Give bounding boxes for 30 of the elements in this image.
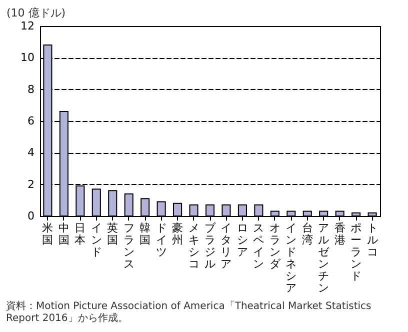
y-axis-title: (10 億ドル)	[6, 6, 66, 20]
x-tick-label: ポーランド	[350, 222, 362, 282]
x-tick-label: ブラジル	[204, 222, 216, 270]
x-tick-label: 豪州	[172, 222, 184, 246]
x-tick-label: 台湾	[302, 222, 313, 246]
x-tick-label: ドイツ	[156, 222, 167, 258]
y-tick-label: 2	[28, 178, 34, 191]
y-tick-label: 6	[28, 114, 34, 128]
x-tick-label: フランス	[123, 222, 134, 270]
x-tick-label: トルコ	[366, 222, 378, 258]
x-tick-label: ロシア	[236, 222, 248, 258]
y-tick-label: 0	[28, 210, 34, 222]
x-tick-label: アルゼンチン	[318, 222, 330, 294]
y-tick-label: 8	[28, 82, 34, 96]
x-tick-label: 日本	[74, 222, 86, 246]
x-tick-label: スペイン	[253, 222, 264, 270]
x-tick-label: オランダ	[269, 222, 282, 270]
text: 資料：Motion Picture Association of America「Theatrical Market Statistics Report 2016」から作成。	[6, 300, 372, 324]
x-tick-label: 英国	[107, 222, 118, 246]
x-tick-label: イタリア	[220, 222, 232, 270]
x-tick-label: 中国	[58, 222, 70, 246]
y-tick-label: 12	[20, 20, 34, 32]
x-tick-label: インドネシア	[286, 222, 297, 294]
x-tick-label: メキシコ	[188, 222, 200, 270]
x-tick-label: インド	[90, 222, 102, 258]
y-tick-label: 10	[20, 51, 34, 64]
x-tick-label: 韓国	[140, 222, 151, 246]
x-tick-label: 香港	[334, 222, 346, 246]
y-tick-label: 4	[28, 146, 34, 160]
x-tick-label: 米国	[42, 222, 54, 246]
